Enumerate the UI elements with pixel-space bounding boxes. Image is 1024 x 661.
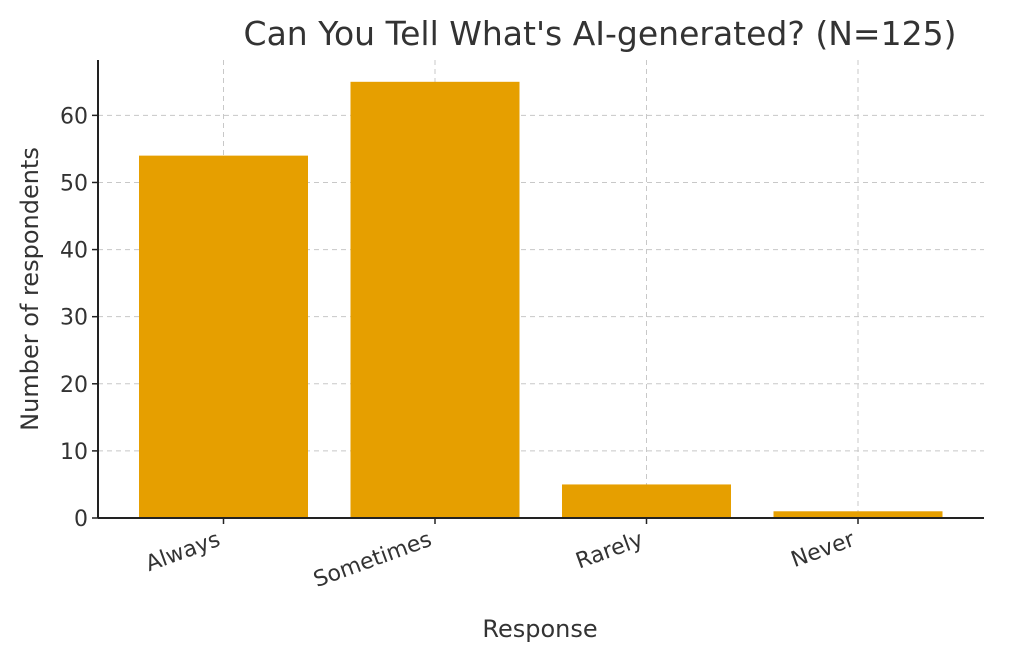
y-tick-label: 0 (74, 507, 88, 532)
chart-title: Can You Tell What's AI-generated? (N=125… (244, 14, 957, 53)
x-tick-label: Always (143, 527, 224, 577)
y-tick-label: 30 (60, 306, 88, 331)
bar-rarely (562, 484, 731, 518)
axes (97, 60, 984, 519)
y-tick-label: 60 (60, 104, 88, 129)
bar-sometimes (350, 81, 520, 519)
y-tick-label: 40 (60, 239, 88, 264)
y-axis-label: Number of respondents (16, 147, 44, 431)
bar-never (773, 511, 943, 518)
x-tick-label: Sometimes (310, 527, 435, 593)
y-tick-label: 10 (60, 440, 88, 465)
bars (139, 81, 943, 519)
x-axis-label: Response (482, 615, 597, 643)
x-tick-label: Rarely (573, 527, 647, 574)
x-tick-label: Never (788, 527, 859, 573)
bar-always (139, 155, 308, 518)
y-tick-label: 20 (60, 373, 88, 398)
y-tick-label: 50 (60, 171, 88, 196)
